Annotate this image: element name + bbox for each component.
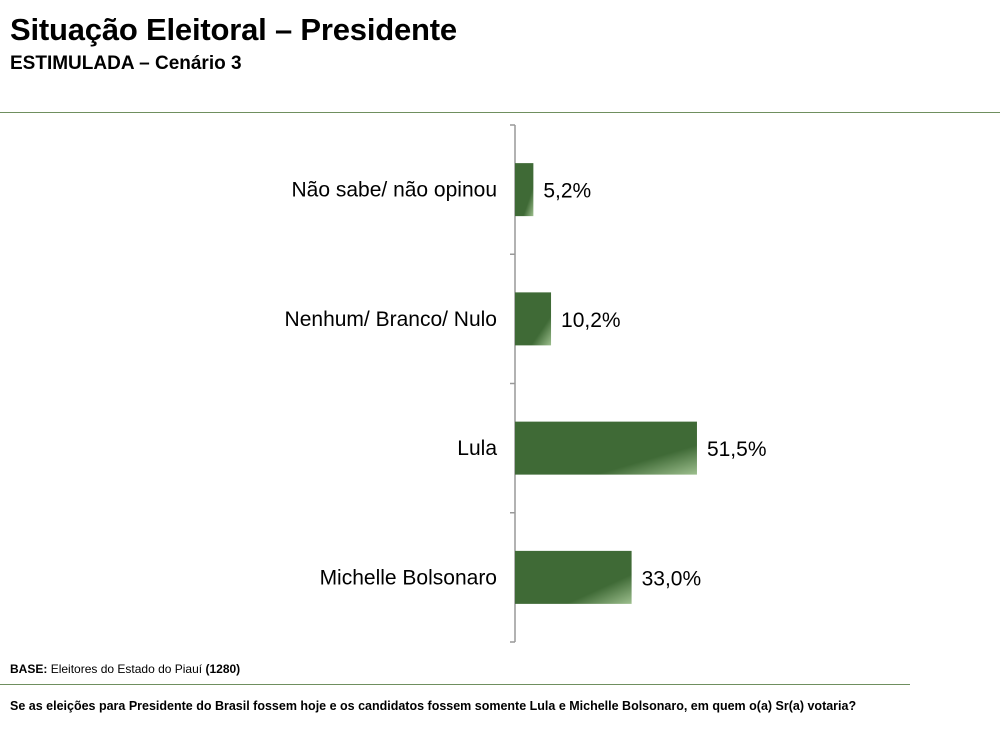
bar-chart: Não sabe/ não opinou 5,2% Nenhum/ Branco/ … bbox=[285, 124, 767, 643]
base-note: BASE: Eleitores do Estado do Piauí (1280… bbox=[10, 662, 240, 676]
base-label: BASE: bbox=[10, 662, 48, 676]
bar bbox=[515, 550, 632, 604]
chart-bars bbox=[515, 163, 697, 604]
bar bbox=[515, 292, 552, 346]
survey-question: Se as eleições para Presidente do Brasil… bbox=[10, 699, 857, 713]
header-divider bbox=[0, 112, 1000, 113]
page-subtitle: ESTIMULADA – Cenário 3 bbox=[10, 53, 242, 74]
value-label: 33,0% bbox=[642, 567, 702, 590]
chart-axis bbox=[510, 124, 516, 643]
category-label: Michelle Bolsonaro bbox=[320, 566, 497, 589]
category-label: Lula bbox=[457, 437, 497, 460]
footer-divider bbox=[0, 684, 910, 685]
value-label: 5,2% bbox=[543, 180, 591, 203]
base-count: (1280) bbox=[205, 662, 241, 676]
chart-labels: Não sabe/ não opinou 5,2% Nenhum/ Branco/ … bbox=[285, 179, 767, 591]
base-text: Eleitores do Estado do Piauí bbox=[50, 662, 203, 676]
category-label: Não sabe/ não opinou bbox=[292, 179, 498, 202]
value-label: 10,2% bbox=[561, 309, 621, 332]
bar bbox=[515, 421, 697, 475]
page-title: Situação Eleitoral – Presidente bbox=[10, 12, 457, 47]
value-label: 51,5% bbox=[707, 438, 767, 461]
bar bbox=[515, 163, 534, 217]
category-label: Nenhum/ Branco/ Nulo bbox=[285, 308, 497, 331]
